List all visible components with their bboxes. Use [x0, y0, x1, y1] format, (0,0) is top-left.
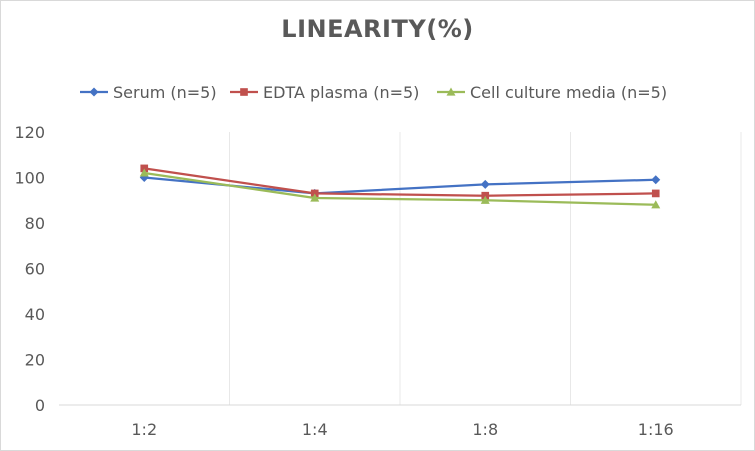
y-tick-label: 100 — [14, 169, 45, 188]
y-tick-label: 0 — [35, 396, 45, 415]
data-point-marker — [310, 193, 320, 202]
axis-layer: 0 20 40 60 80 100 120 1:2 1:4 1:8 1:16 — [14, 123, 741, 439]
data-point-marker — [446, 87, 456, 96]
legend-item-3: Cell culture media (n=5) — [437, 83, 667, 102]
y-tick-label: 80 — [25, 214, 45, 233]
data-point-marker — [480, 195, 490, 204]
data-point-marker — [139, 168, 149, 177]
legend-label: EDTA plasma (n=5) — [263, 83, 419, 102]
legend-label: Serum (n=5) — [113, 83, 217, 102]
chart-title: LINEARITY(%) — [281, 15, 474, 43]
x-tick-label: 1:8 — [472, 420, 498, 439]
x-tick-label: 1:4 — [302, 420, 328, 439]
series-2 — [140, 164, 660, 200]
y-tick-label: 60 — [25, 260, 45, 279]
grid-layer — [229, 132, 742, 405]
legend-item-1: Serum (n=5) — [80, 83, 217, 102]
legend-label: Cell culture media (n=5) — [470, 83, 667, 102]
legend-item-2: EDTA plasma (n=5) — [230, 83, 419, 102]
series-3 — [139, 168, 661, 209]
y-tick-label: 40 — [25, 305, 45, 324]
data-point-marker — [89, 87, 99, 97]
data-point-marker — [140, 164, 149, 173]
data-point-marker — [651, 175, 661, 185]
data-point-marker — [651, 189, 660, 198]
data-point-marker — [310, 189, 319, 198]
y-tick-label: 20 — [25, 351, 45, 370]
data-point-marker — [651, 200, 661, 209]
data-point-marker — [240, 88, 248, 96]
x-tick-label: 1:2 — [131, 420, 157, 439]
legend: Serum (n=5) EDTA plasma (n=5) Cell culture… — [80, 83, 667, 102]
data-point-marker — [481, 191, 490, 200]
series-line — [144, 167, 656, 197]
series-line — [144, 171, 656, 206]
data-point-marker — [480, 179, 490, 189]
series-layer — [139, 164, 661, 209]
x-tick-label: 1:16 — [638, 420, 674, 439]
y-tick-label: 120 — [14, 123, 45, 142]
